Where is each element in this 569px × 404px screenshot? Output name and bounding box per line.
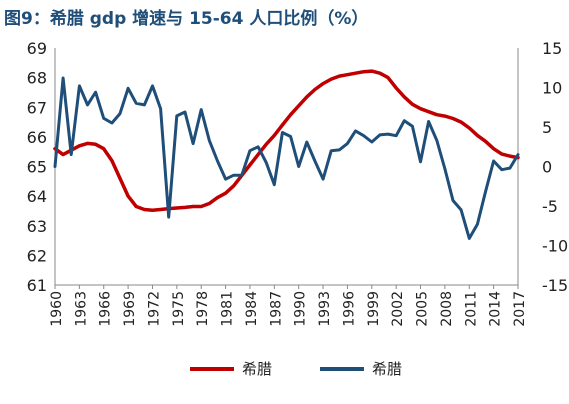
chart-axes [54,48,519,286]
left-axis-tick-label: 61 [27,276,47,295]
left-axis-tick-label: 69 [27,39,47,58]
x-axis-tick-label: 2011 [463,291,479,327]
x-axis-tick-label: 1969 [122,291,138,327]
x-axis-tick-label: 1966 [98,291,114,327]
x-axis-tick-label: 1990 [293,291,309,327]
right-axis-tick-label: 15 [542,39,562,58]
legend-swatch-gdp [320,366,364,371]
left-axis-tick-label: 68 [27,69,47,88]
series-lines [53,69,520,240]
legend-item-gdp: 希腊 [320,358,402,379]
x-axis-tick-label: 2017 [512,291,528,327]
legend-swatch-population [190,366,234,371]
right-axis-tick-labels: -15 -10 -5 0 5 10 15 [542,39,568,295]
legend-item-population: 希腊 [190,358,272,379]
legend-label-gdp: 希腊 [372,360,403,378]
x-axis-tick-label: 1975 [171,291,187,327]
x-axis-tick-labels: 1960 1963 1966 1969 1972 1975 1978 1981 1984 1987… [49,285,528,327]
x-axis-tick-label: 1963 [73,291,89,327]
left-axis-tick-label: 62 [27,246,47,265]
legend-label-population: 希腊 [242,360,273,378]
right-axis-tick-label: -15 [542,276,568,295]
x-axis-tick-label: 1960 [49,291,65,327]
left-axis-tick-label: 66 [27,128,47,147]
x-axis-tick-label: 1981 [220,291,236,327]
right-axis-tick-label: -10 [542,237,568,256]
series-line-population [53,69,520,213]
x-axis-tick-label: 1972 [146,291,162,327]
x-axis-tick-label: 1984 [244,291,260,327]
x-axis-tick-label: 1993 [317,291,333,327]
left-axis-tick-label: 63 [27,217,47,236]
left-axis-tick-label: 65 [27,158,47,177]
x-axis-tick-label: 2014 [488,291,504,327]
right-axis-tick-label: 0 [542,158,552,177]
x-axis-tick-label: 2002 [390,291,406,327]
x-axis-tick-label: 1987 [268,291,284,327]
right-axis-tick-label: 10 [542,79,562,98]
chart-title: 图9：希腊 gdp 增速与 15-64 人口比例（%） [4,9,369,29]
series-line-gdp [53,76,520,240]
x-axis-tick-label: 2008 [439,291,455,327]
right-axis-tick-label: -5 [542,197,558,216]
x-axis-tick-label: 2005 [415,291,431,327]
left-axis-tick-label: 67 [27,98,47,117]
left-axis-tick-label: 64 [27,187,47,206]
x-axis-tick-label: 1978 [195,291,211,327]
x-axis-tick-label: 1996 [341,291,357,327]
right-axis-tick-label: 5 [542,118,552,137]
x-axis-tick-label: 1999 [366,291,382,327]
left-axis-tick-labels: 61 62 63 64 65 66 67 68 69 [27,39,47,295]
